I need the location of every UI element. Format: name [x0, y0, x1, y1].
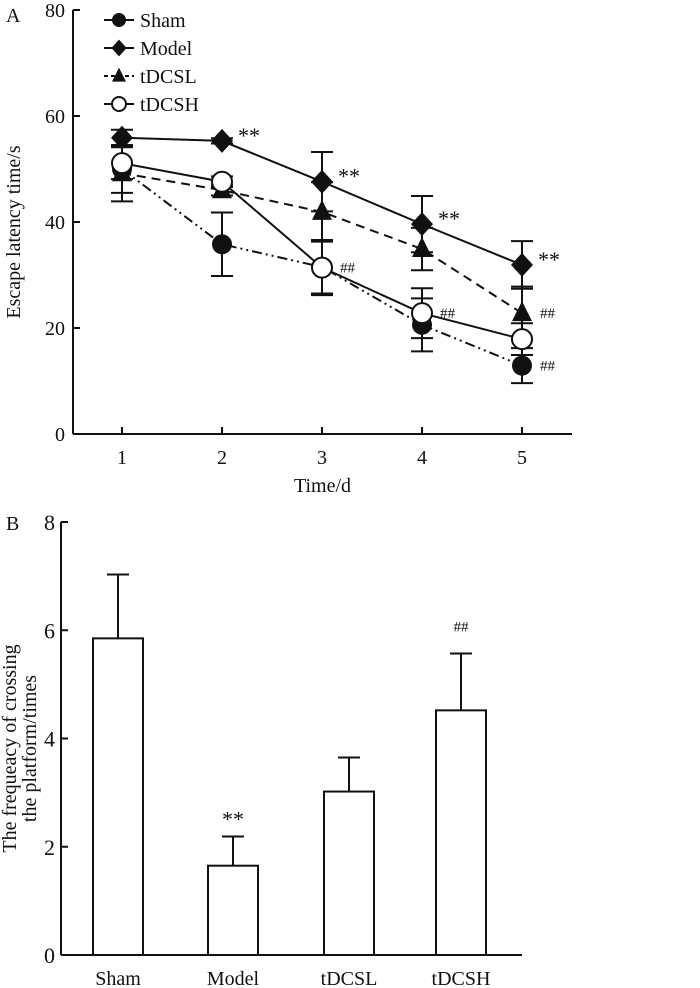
marker-filled-circle	[212, 234, 232, 255]
x-tick-label: tDCSH	[432, 968, 491, 988]
panel-a-line-chart: A 0 20 40 60 80 1 2 3 4 5 Time/d Escape latency time…	[3, 0, 572, 497]
significance-mark: ##	[440, 306, 456, 322]
bar	[207, 864, 259, 956]
y-tick-label: 20	[45, 318, 65, 340]
marker-filled-diamond	[311, 169, 333, 194]
x-tick-label: tDCSL	[321, 968, 378, 988]
bar	[92, 637, 144, 957]
panel-label: B	[6, 513, 19, 535]
marker-filled-triangle	[512, 301, 532, 322]
y-tick-label: 8	[44, 510, 55, 535]
significance-mark: **	[438, 206, 460, 231]
y-axis-label: The frequeacy of crossingthe platform/ti…	[0, 644, 41, 852]
x-tick-label: Sham	[95, 968, 141, 988]
y-tick-label: 60	[45, 106, 65, 128]
legend-item-tdcsh: tDCSH	[104, 94, 199, 116]
legend-item-sham: Sham	[104, 10, 186, 32]
legend-label: Sham	[140, 10, 186, 32]
marker-filled-diamond	[511, 252, 533, 277]
y-tick-label: 2	[44, 835, 55, 860]
legend-label: tDCSL	[140, 66, 197, 88]
bar-group-sham: Sham	[92, 573, 144, 988]
significance-mark: ##	[540, 359, 556, 375]
x-axis-label: Time/d	[294, 475, 351, 497]
x-tick-label: 5	[517, 447, 527, 469]
x-tick-label: 2	[217, 447, 227, 469]
panel-b-bar-chart: B 0 2 4 6 8 Sham Model ** tDCSL tDCSH ## The frequea…	[0, 510, 522, 988]
y-tick-label: 0	[55, 424, 65, 446]
series-model	[111, 125, 533, 290]
series-tdcsh	[111, 146, 533, 357]
panel-label: A	[6, 5, 21, 27]
marker-open-circle	[111, 152, 133, 175]
marker-open-circle	[311, 256, 333, 279]
bar-group-tdcsl: tDCSL	[321, 756, 378, 988]
series-line	[121, 168, 523, 367]
significance-mark: ##	[540, 306, 556, 322]
marker-filled-diamond	[211, 128, 233, 153]
significance-mark: **	[538, 247, 560, 272]
y-tick-label: 4	[44, 727, 55, 752]
y-axis-label: Escape latency time/s	[3, 145, 25, 318]
legend-item-model: Model	[104, 38, 193, 60]
marker-filled-diamond	[111, 125, 133, 150]
marker-filled-diamond	[111, 39, 127, 57]
y-axis-label-line: the platform/times	[19, 675, 41, 822]
x-tick-label: 3	[317, 447, 327, 469]
legend-label: tDCSH	[140, 94, 199, 116]
significance-mark: **	[222, 806, 244, 831]
marker-open-circle	[411, 302, 433, 325]
bar-group-tdcsh: tDCSH ##	[432, 620, 491, 988]
significance-mark: **	[238, 123, 260, 148]
significance-mark: ##	[340, 261, 356, 277]
y-tick-label: 40	[45, 212, 65, 234]
x-tick-label: 4	[417, 447, 427, 469]
y-tick-label: 6	[44, 618, 55, 643]
significance-mark: **	[338, 164, 360, 189]
marker-filled-circle	[112, 13, 126, 27]
marker-open-circle	[111, 96, 127, 112]
y-tick-label: 80	[45, 0, 65, 22]
bar	[435, 709, 487, 956]
bar-group-model: Model **	[207, 806, 260, 988]
legend-item-tdcsl: tDCSL	[104, 66, 197, 88]
marker-filled-triangle	[112, 67, 126, 82]
legend: Sham Model tDCSL tDCSH	[104, 10, 199, 116]
marker-filled-circle	[512, 355, 532, 376]
x-tick-label: Model	[207, 968, 260, 988]
marker-filled-diamond	[411, 212, 433, 237]
significance-mark: ##	[454, 620, 470, 636]
bar	[323, 790, 375, 956]
marker-open-circle	[211, 170, 233, 193]
x-tick-label: 1	[117, 447, 127, 469]
marker-open-circle	[511, 328, 533, 351]
y-tick-label: 0	[44, 943, 55, 968]
legend-label: Model	[140, 38, 193, 60]
y-axis-label-line: The frequeacy of crossing	[0, 644, 21, 852]
